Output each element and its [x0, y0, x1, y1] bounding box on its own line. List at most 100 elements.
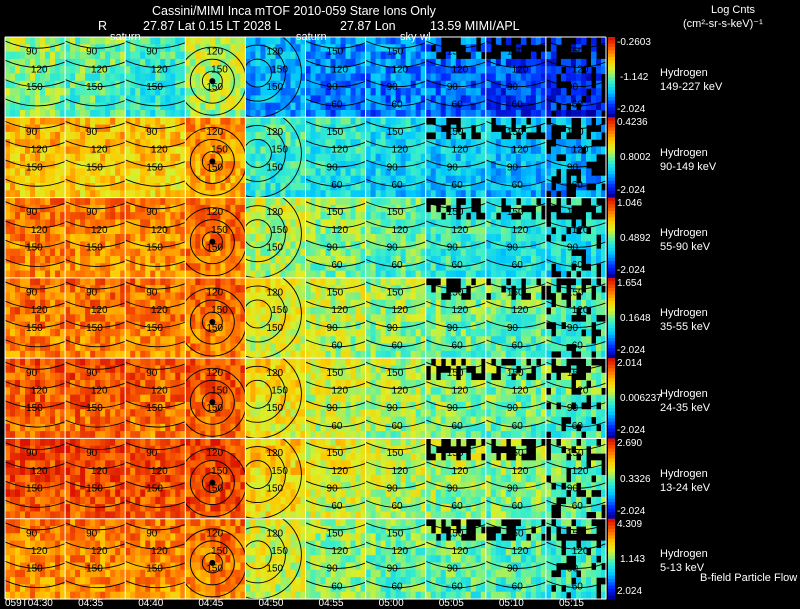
- contour-label: 150: [86, 82, 103, 93]
- contour-label: 60: [331, 100, 343, 111]
- contour-label: 150: [146, 564, 163, 575]
- heatmap-cell-0-7: 150 120 90 60: [425, 37, 487, 118]
- contour-label: 120: [31, 466, 48, 477]
- contour-label: 90: [567, 323, 579, 334]
- contour-label: 150: [387, 207, 404, 218]
- contour-label: 90: [327, 403, 339, 414]
- colorbar-max-label: 1.046: [617, 197, 643, 209]
- contour-label: 150: [206, 403, 223, 414]
- contour-label: 60: [331, 260, 343, 271]
- contour-label: 90: [567, 564, 579, 575]
- contour-label: 150: [211, 225, 228, 236]
- contour-label: 150: [387, 448, 404, 459]
- contour-label: 120: [151, 546, 168, 557]
- contour-label: 120: [91, 145, 108, 156]
- contour-label: 150: [206, 323, 223, 334]
- heatmap-cell-4-3: 120 150 150: [185, 358, 246, 440]
- heatmap-cell-5-3: 120 150 150: [185, 438, 246, 520]
- heatmap-cell-0-1: 90 120 150: [65, 37, 126, 118]
- colorbar-min-label: -2.024: [617, 104, 646, 116]
- heatmap-cell-6-6: 150 120 90 60: [365, 518, 427, 600]
- contour-label: 120: [512, 385, 529, 396]
- heatmap-cell-0-2: 90 120 150: [125, 37, 186, 118]
- contour-label: 150: [211, 385, 228, 396]
- contour-label: 60: [331, 341, 343, 352]
- colorbar-max-label: 4.309: [617, 518, 643, 530]
- heatmap-cell-2-8: 150 120 90 60: [485, 197, 547, 279]
- contour-label: 150: [26, 483, 43, 494]
- row-species-label: Hydrogen: [660, 146, 708, 159]
- contour-label: 90: [146, 207, 158, 218]
- contour-label: 150: [567, 528, 584, 539]
- contour-label: 150: [26, 403, 43, 414]
- contour-label: 150: [266, 82, 283, 93]
- contour-label: 150: [327, 528, 344, 539]
- contour-label: 60: [512, 341, 524, 352]
- contour-label: 150: [26, 82, 43, 93]
- heatmap-cell-5-5: 150 120 90 60: [305, 438, 367, 520]
- contour-label: 60: [452, 180, 464, 191]
- x-tick-label: 05:05: [438, 598, 464, 609]
- colorbar-min-label: 2.024: [617, 586, 643, 597]
- row-energy-label: 13-24 keV: [660, 481, 711, 494]
- contour-label: 90: [507, 483, 519, 494]
- colorbar-mid-label: 0.3326: [620, 473, 651, 485]
- heatmap-cell-5-2: 90 120 150: [125, 438, 186, 520]
- x-tick-label: 059T04:30: [5, 598, 53, 609]
- contour-label: 90: [447, 564, 459, 575]
- subtitle-lat: 27.87 Lat 0.15 LT 2028 L: [143, 19, 282, 33]
- contour-label: 90: [26, 288, 38, 299]
- heatmap-cell-2-7: 150 120 90 60: [425, 197, 487, 279]
- contour-label: 120: [452, 546, 469, 557]
- contour-label: 150: [327, 448, 344, 459]
- contour-label: 120: [331, 64, 348, 75]
- contour-label: 90: [327, 82, 339, 93]
- contour-label: 150: [26, 564, 43, 575]
- heatmap-cell-0-0: 90 120 150: [5, 37, 66, 118]
- heatmap-cell-6-0: 90 120 150: [5, 518, 66, 600]
- colorbar-0: [608, 37, 615, 118]
- contour-label: 120: [391, 466, 408, 477]
- contour-label: 150: [507, 47, 524, 58]
- contour-label: 150: [447, 528, 464, 539]
- subtitle-lon: 27.87 Lon: [340, 19, 396, 33]
- heatmap-cell-5-0: 90 120 150: [5, 438, 66, 520]
- contour-label: 90: [146, 528, 158, 539]
- contour-label: 120: [512, 466, 529, 477]
- contour-label: 120: [331, 546, 348, 557]
- contour-label: 90: [26, 528, 38, 539]
- contour-label: 90: [507, 243, 519, 254]
- contour-label: 60: [391, 501, 403, 512]
- contour-label: 120: [452, 385, 469, 396]
- contour-label: 120: [391, 145, 408, 156]
- contour-label: 60: [512, 260, 524, 271]
- row-species-label: Hydrogen: [660, 66, 708, 79]
- contour-label: 60: [572, 100, 584, 111]
- heatmap-cell-3-1: 90 120 150: [65, 277, 126, 359]
- contour-label: 60: [572, 581, 584, 592]
- colorbar-max-label: -0.2603: [617, 37, 651, 48]
- contour-label: 150: [271, 546, 288, 557]
- contour-label: 120: [391, 385, 408, 396]
- contour-label: 90: [86, 207, 98, 218]
- heatmap-cell-6-8: 150 120 90 60: [485, 518, 547, 600]
- contour-label: 150: [567, 47, 584, 58]
- contour-label: 150: [271, 145, 288, 156]
- contour-label: 120: [206, 127, 223, 138]
- heatmap-cell-2-2: 90 120 150: [125, 197, 186, 279]
- row-energy-label: 35-55 keV: [660, 321, 711, 334]
- contour-label: 150: [447, 207, 464, 218]
- colorbar-min-label: -2.024: [617, 264, 646, 276]
- contour-label: 90: [86, 368, 98, 379]
- contour-label: 60: [572, 421, 584, 432]
- contour-label: 120: [572, 385, 589, 396]
- heatmap-cell-6-1: 90 120 150: [65, 518, 126, 600]
- colorbar-max-label: 1.654: [617, 277, 643, 289]
- contour-label: 150: [507, 288, 524, 299]
- contour-label: 90: [146, 47, 158, 58]
- contour-label: 120: [91, 64, 108, 75]
- marker-saturn-2: saturn: [296, 31, 327, 43]
- contour-label: 150: [211, 546, 228, 557]
- contour-label: 120: [151, 225, 168, 236]
